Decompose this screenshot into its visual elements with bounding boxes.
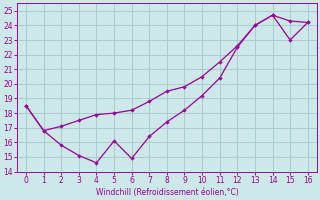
- X-axis label: Windchill (Refroidissement éolien,°C): Windchill (Refroidissement éolien,°C): [96, 188, 238, 197]
